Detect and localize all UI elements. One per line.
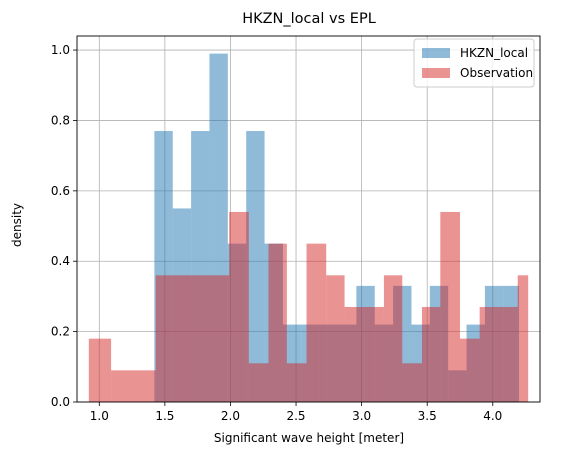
bars — [88, 53, 529, 402]
bar-1-17 — [479, 306, 499, 402]
y-tick-label-2: 0.4 — [51, 254, 70, 268]
bar-1-5 — [248, 363, 269, 402]
x-axis-ticks: 1.0 1.5 2.0 2.5 3.0 3.5 4.0 — [90, 402, 502, 423]
x-tick-label-2: 2.0 — [221, 409, 240, 423]
y-tick-label-3: 0.6 — [51, 184, 70, 198]
series-1 — [88, 211, 529, 402]
y-tick-label-1: 0.2 — [51, 325, 70, 339]
bar-1-3 — [209, 275, 230, 402]
x-axis-label: Significant wave height [meter] — [214, 431, 404, 445]
x-tick-label-4: 3.0 — [352, 409, 371, 423]
bar-1-11 — [364, 306, 384, 402]
x-tick-label-5: 3.5 — [418, 409, 437, 423]
bar-1-6 — [268, 243, 287, 402]
bar-1-4 — [229, 211, 249, 402]
x-tick-label-6: 4.0 — [483, 409, 502, 423]
bar-1-0 — [88, 338, 112, 402]
bar-1-9 — [326, 275, 345, 402]
bar-1-1 — [111, 370, 156, 402]
x-tick-label-0: 1.0 — [90, 409, 109, 423]
bar-1-15 — [440, 211, 460, 402]
chart-title: HKZN_local vs EPL — [242, 11, 376, 27]
bar-1-18 — [498, 306, 518, 402]
y-tick-label-0: 0.0 — [51, 395, 70, 409]
plot-frame — [76, 35, 541, 403]
legend-swatch-0 — [422, 48, 450, 58]
bar-1-2 — [155, 275, 210, 402]
bar-1-12 — [383, 275, 403, 402]
bar-1-8 — [306, 243, 327, 402]
x-tick-label-1: 1.5 — [155, 409, 174, 423]
bar-0-5 — [246, 131, 265, 402]
x-tick-label-3: 2.5 — [286, 409, 305, 423]
legend-swatch-1 — [422, 68, 450, 78]
bar-1-19 — [517, 275, 529, 402]
bar-1-10 — [344, 306, 365, 402]
y-tick-label-4: 0.8 — [51, 113, 70, 127]
y-axis-label: density — [10, 203, 24, 247]
legend-label-1: Observation — [460, 66, 533, 80]
y-tick-label-5: 1.0 — [51, 43, 70, 57]
bar-1-16 — [459, 338, 480, 402]
legend: HKZN_local Observation — [413, 38, 535, 88]
y-axis-ticks: 0.0 0.2 0.4 0.6 0.8 1.0 — [51, 43, 77, 409]
bar-1-14 — [421, 306, 441, 402]
bar-1-7 — [286, 363, 307, 402]
legend-label-0: HKZN_local — [460, 46, 528, 60]
bar-1-13 — [402, 363, 422, 402]
